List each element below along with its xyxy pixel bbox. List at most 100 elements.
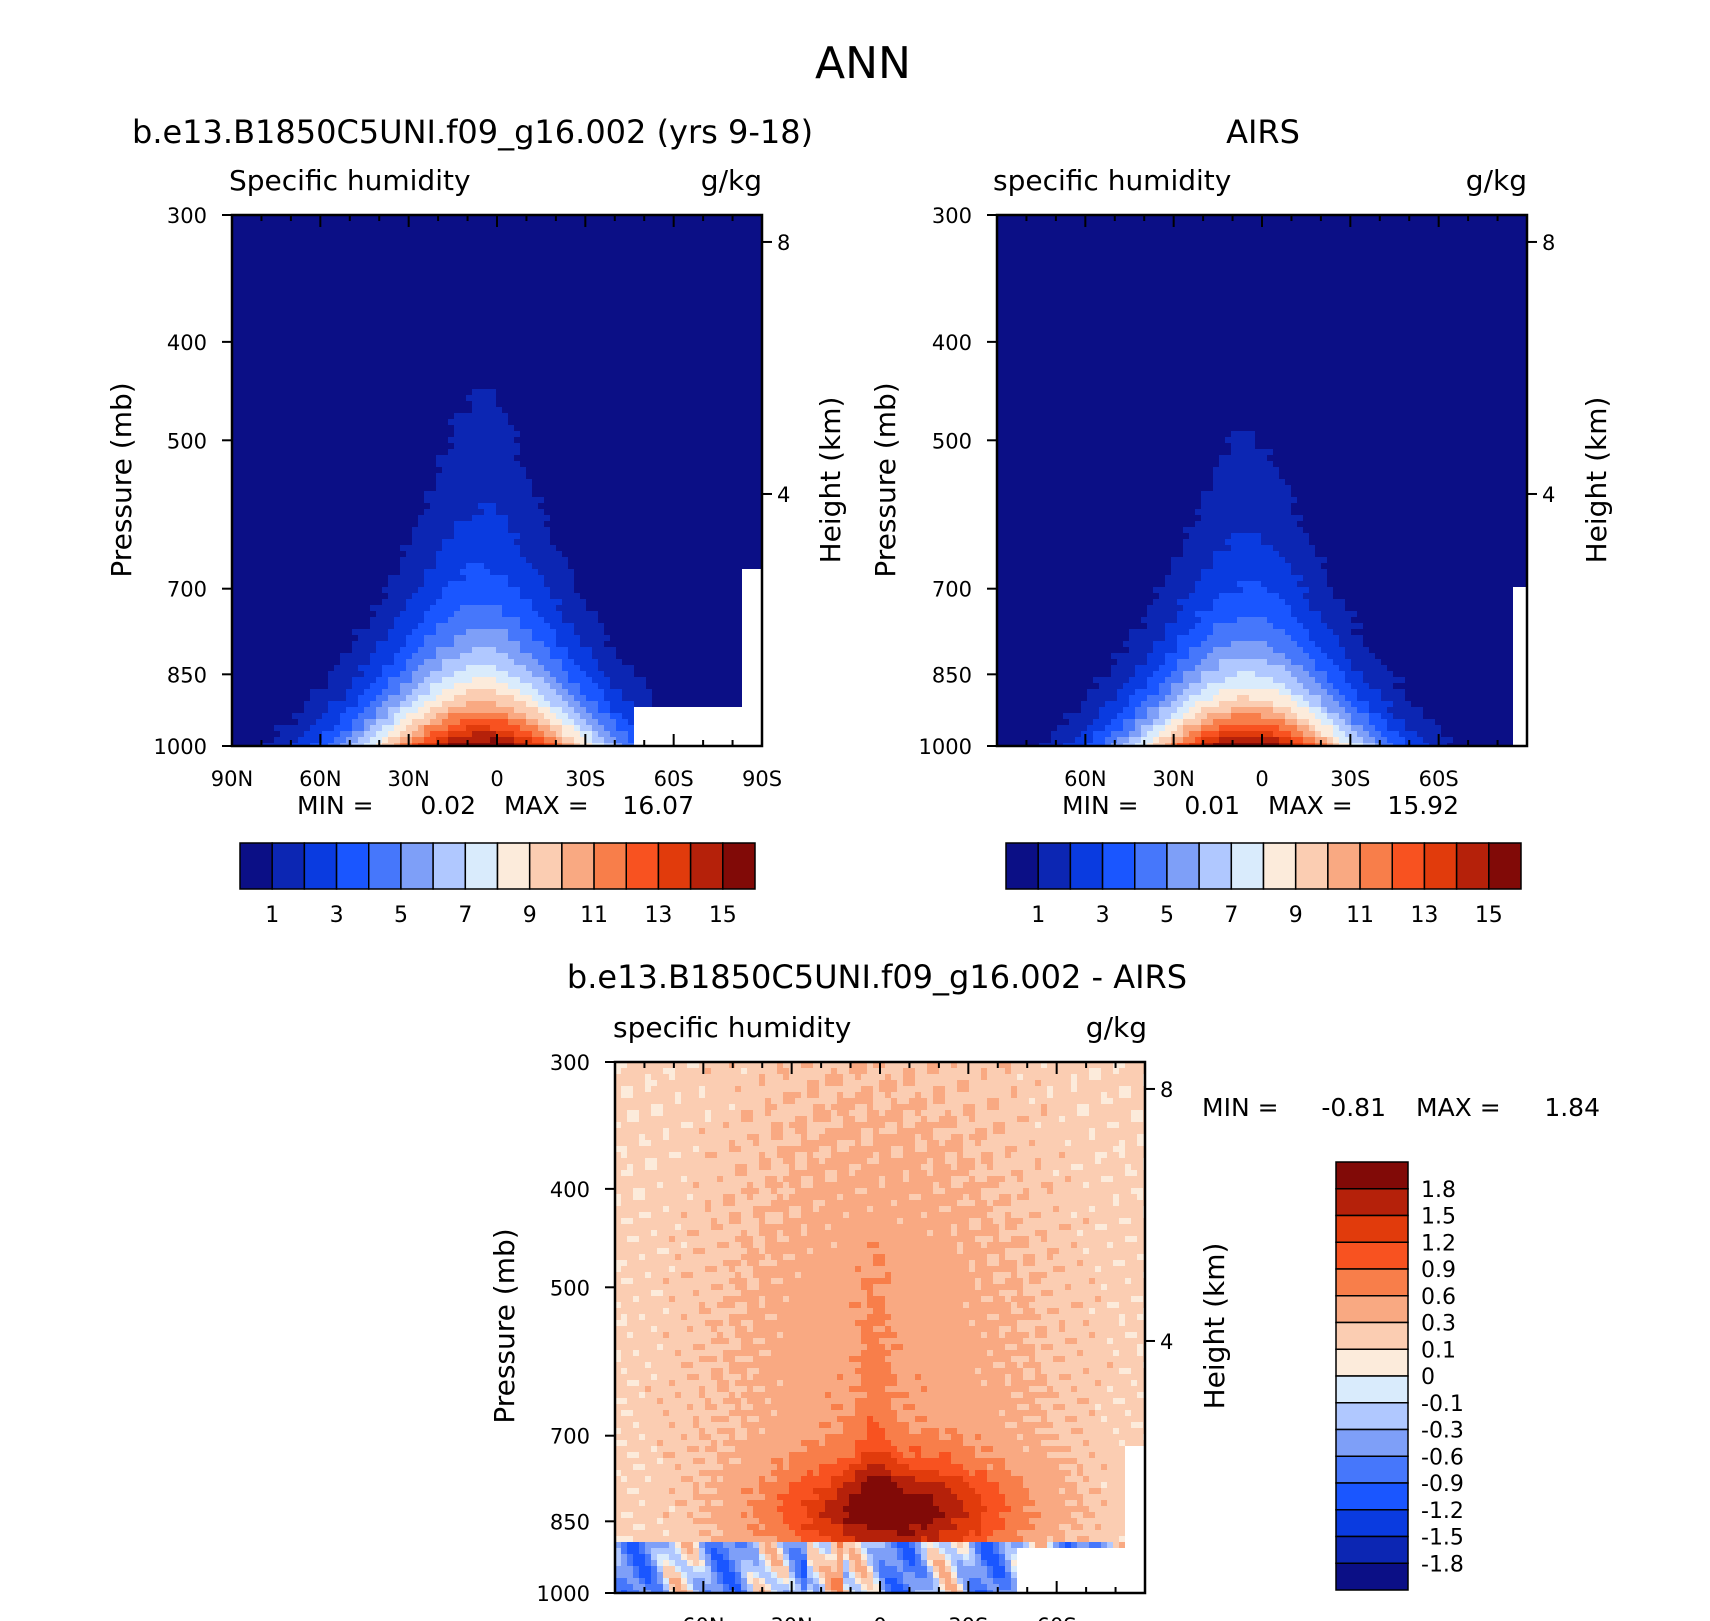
- contour-cell: [724, 299, 731, 306]
- contour-cell: [622, 269, 629, 276]
- contour-cell: [754, 479, 761, 486]
- contour-cell: [730, 359, 737, 366]
- contour-cell: [604, 371, 611, 378]
- contour-cell: [712, 419, 719, 426]
- contour-cell: [604, 389, 611, 396]
- contour-cell: [370, 461, 377, 468]
- contour-cell: [280, 275, 287, 282]
- contour-cell: [460, 533, 467, 540]
- contour-cell: [292, 473, 299, 480]
- contour-cell: [580, 287, 587, 294]
- contour-cell: [490, 323, 497, 330]
- contour-cell: [670, 443, 677, 450]
- contour-cell: [466, 545, 473, 552]
- contour-cell: [664, 449, 671, 456]
- contour-cell: [514, 317, 521, 324]
- contour-cell: [490, 221, 497, 228]
- contour-cell: [592, 461, 599, 468]
- contour-cell: [616, 509, 623, 516]
- contour-cell: [580, 503, 587, 510]
- contour-cell: [736, 515, 743, 522]
- contour-cell: [694, 533, 701, 540]
- contour-cell: [430, 341, 437, 348]
- contour-cell: [292, 233, 299, 240]
- contour-cell: [676, 461, 683, 468]
- contour-cell: [394, 509, 401, 516]
- contour-cell: [418, 419, 425, 426]
- contour-cell: [664, 353, 671, 360]
- contour-cell: [406, 473, 413, 480]
- contour-cell: [616, 269, 623, 276]
- contour-cell: [388, 251, 395, 258]
- contour-cell: [658, 293, 665, 300]
- contour-cell: [346, 293, 353, 300]
- contour-cell: [232, 299, 239, 306]
- contour-cell: [718, 347, 725, 354]
- contour-cell: [358, 395, 365, 402]
- contour-cell: [298, 431, 305, 438]
- contour-cell: [694, 293, 701, 300]
- contour-cell: [676, 347, 683, 354]
- contour-cell: [310, 371, 317, 378]
- contour-cell: [466, 329, 473, 336]
- contour-cell: [652, 515, 659, 522]
- contour-cell: [496, 413, 503, 420]
- contour-cell: [370, 239, 377, 246]
- contour-cell: [604, 341, 611, 348]
- contour-cell: [334, 329, 341, 336]
- contour-cell: [616, 419, 623, 426]
- contour-cell: [664, 317, 671, 324]
- contour-cell: [364, 521, 371, 528]
- contour-cell: [592, 383, 599, 390]
- contour-cell: [568, 467, 575, 474]
- contour-cell: [370, 293, 377, 300]
- contour-cell: [508, 443, 515, 450]
- contour-cell: [364, 419, 371, 426]
- contour-cell: [682, 293, 689, 300]
- contour-cell: [352, 329, 359, 336]
- contour-cell: [568, 365, 575, 372]
- contour-cell: [490, 533, 497, 540]
- contour-cell: [334, 413, 341, 420]
- contour-cell: [478, 275, 485, 282]
- contour-cell: [514, 503, 521, 510]
- contour-cell: [478, 323, 485, 330]
- contour-cell: [280, 341, 287, 348]
- contour-cell: [232, 521, 239, 528]
- contour-cell: [556, 497, 563, 504]
- contour-cell: [508, 407, 515, 414]
- contour-cell: [556, 353, 563, 360]
- contour-cell: [244, 485, 251, 492]
- contour-cell: [670, 449, 677, 456]
- contour-cell: [376, 503, 383, 510]
- contour-cell: [592, 359, 599, 366]
- contour-cell: [586, 419, 593, 426]
- contour-cell: [376, 383, 383, 390]
- contour-cell: [520, 263, 527, 270]
- contour-cell: [244, 323, 251, 330]
- contour-cell: [268, 221, 275, 228]
- contour-cell: [340, 443, 347, 450]
- contour-cell: [508, 365, 515, 372]
- contour-cell: [556, 215, 563, 222]
- contour-cell: [604, 497, 611, 504]
- contour-cell: [382, 485, 389, 492]
- contour-cell: [676, 497, 683, 504]
- contour-cell: [730, 251, 737, 258]
- contour-cell: [652, 293, 659, 300]
- contour-cell: [298, 533, 305, 540]
- contour-cell: [514, 473, 521, 480]
- contour-cell: [466, 251, 473, 258]
- contour-cell: [676, 407, 683, 414]
- contour-cell: [370, 269, 377, 276]
- contour-cell: [424, 443, 431, 450]
- contour-cell: [394, 353, 401, 360]
- contour-cell: [484, 515, 491, 522]
- contour-cell: [274, 275, 281, 282]
- contour-cell: [598, 251, 605, 258]
- contour-cell: [496, 317, 503, 324]
- contour-cell: [730, 509, 737, 516]
- contour-cell: [736, 299, 743, 306]
- contour-cell: [562, 293, 569, 300]
- contour-cell: [430, 257, 437, 264]
